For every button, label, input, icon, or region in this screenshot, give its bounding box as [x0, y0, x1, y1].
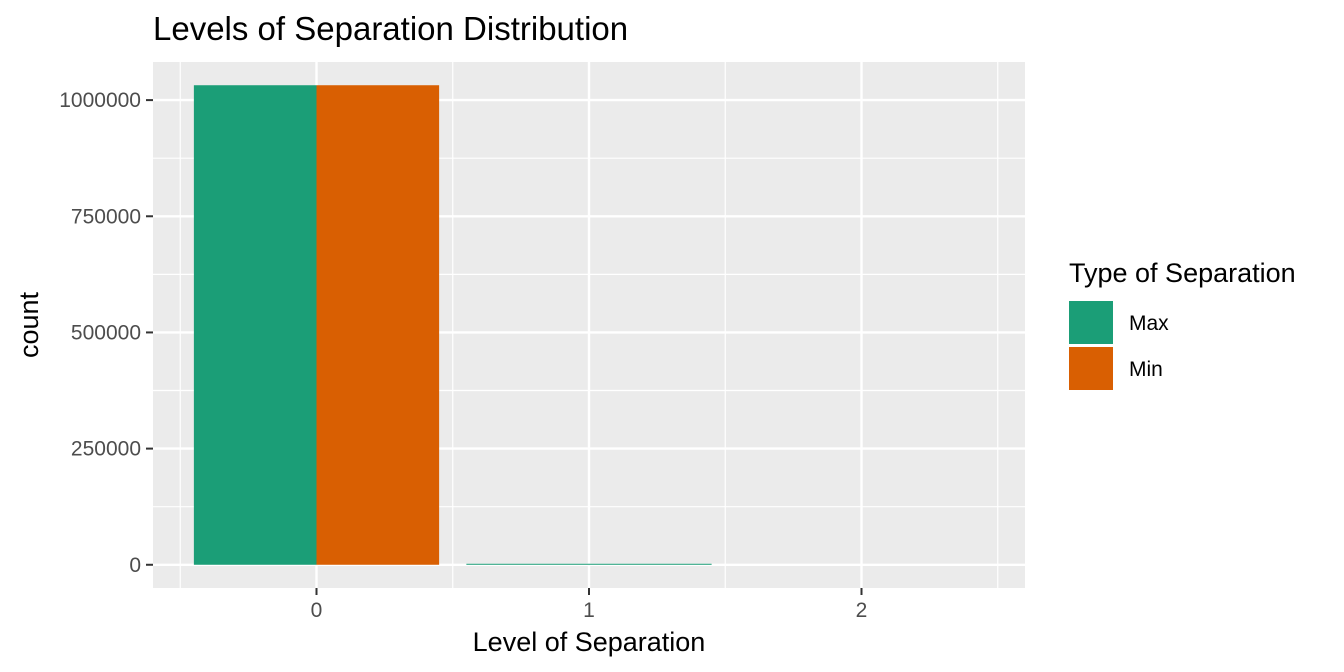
legend-key-min [1069, 347, 1113, 390]
x-tick-label: 1 [583, 599, 595, 622]
x-tick-label: 2 [856, 599, 868, 622]
legend-key-max [1069, 301, 1113, 344]
bar-min-0 [316, 85, 440, 565]
x-tick-label: 0 [311, 599, 323, 622]
y-axis-title: count [14, 291, 44, 358]
bars [193, 85, 712, 565]
chart-title: Levels of Separation Distribution [153, 10, 628, 47]
bar-max-1 [466, 563, 712, 565]
x-axis-title: Level of Separation [473, 627, 706, 657]
legend: Type of Separation Max Min [1069, 258, 1296, 390]
legend-label-min: Min [1129, 358, 1163, 381]
y-axis: 0 250000 500000 750000 1000000 [59, 89, 153, 577]
y-tick-label: 0 [129, 554, 141, 577]
legend-label-max: Max [1129, 312, 1169, 335]
y-tick-label: 750000 [71, 205, 141, 228]
y-tick-label: 1000000 [59, 89, 141, 112]
x-axis: 0 1 2 [311, 588, 868, 622]
y-tick-label: 500000 [71, 321, 141, 344]
y-tick-label: 250000 [71, 438, 141, 461]
bar-max-0 [193, 85, 317, 565]
legend-title: Type of Separation [1069, 258, 1296, 288]
